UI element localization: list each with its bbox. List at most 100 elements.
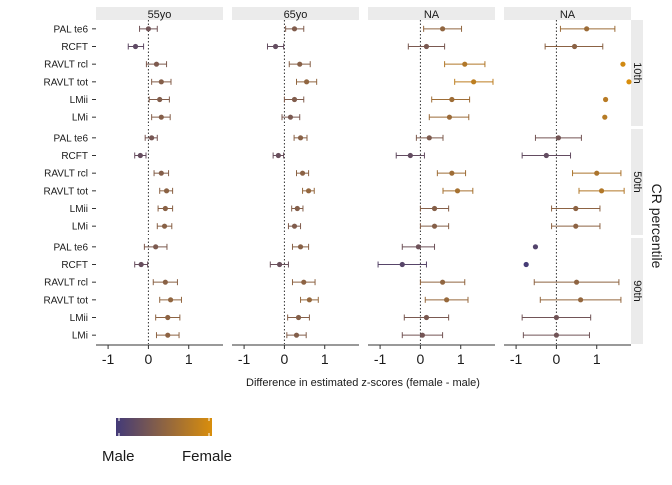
legend-label-female: Female bbox=[182, 448, 232, 465]
estimate-point bbox=[449, 96, 455, 103]
panel bbox=[272, 129, 315, 235]
x-tick-label: 1 bbox=[321, 351, 329, 367]
row-strip-label: 90th bbox=[631, 280, 643, 301]
column-strip bbox=[368, 7, 495, 20]
estimate-point bbox=[573, 279, 580, 285]
x-tick-label: 0 bbox=[417, 351, 425, 367]
estimate-point bbox=[158, 114, 164, 120]
estimate-point bbox=[303, 79, 310, 85]
estimate-point bbox=[598, 188, 605, 194]
estimate-point bbox=[138, 261, 144, 268]
estimate-point bbox=[444, 297, 450, 303]
legend-label-male: Male bbox=[102, 448, 135, 465]
column-strips: 55yo 65yo NA NA bbox=[96, 7, 631, 21]
panel bbox=[266, 20, 318, 126]
estimate-point bbox=[553, 332, 560, 338]
test-label: LMi bbox=[72, 113, 88, 124]
column-strip-label: 55yo bbox=[148, 9, 172, 21]
estimate-point bbox=[157, 96, 163, 103]
estimate-point bbox=[626, 79, 632, 85]
test-label: RAVLT rcl bbox=[44, 278, 88, 289]
estimate-point bbox=[449, 170, 455, 176]
estimate-point bbox=[294, 205, 300, 212]
test-label: RAVLT tot bbox=[44, 186, 89, 197]
estimate-point bbox=[297, 61, 303, 67]
test-label: PAL te6 bbox=[54, 24, 89, 35]
color-legend: Male Female bbox=[102, 418, 232, 465]
estimate-point bbox=[573, 205, 579, 212]
estimate-point bbox=[153, 244, 159, 250]
column-strip-label: NA bbox=[560, 9, 576, 21]
estimate-point bbox=[165, 332, 171, 338]
estimate-point bbox=[620, 61, 626, 67]
x-tick-label: -1 bbox=[102, 351, 115, 367]
x-tick-label: 0 bbox=[145, 351, 153, 367]
estimate-point bbox=[287, 114, 294, 120]
estimate-point bbox=[295, 314, 302, 321]
estimate-point bbox=[272, 43, 279, 50]
test-label: PAL te6 bbox=[54, 133, 89, 144]
test-label: RAVLT rcl bbox=[44, 169, 88, 180]
test-label: RAVLT tot bbox=[44, 77, 89, 88]
test-label: RAVLT tot bbox=[44, 295, 89, 306]
estimate-point bbox=[297, 135, 304, 141]
test-label: LMii bbox=[70, 313, 88, 324]
estimate-point bbox=[161, 223, 168, 229]
estimate-point bbox=[532, 244, 539, 250]
row-strip-label: 10th bbox=[631, 62, 643, 83]
panel bbox=[377, 238, 469, 344]
estimate-point bbox=[162, 279, 168, 285]
test-label: LMi bbox=[72, 331, 88, 342]
row-strip-label: 50th bbox=[631, 171, 643, 192]
estimate-point bbox=[431, 205, 438, 212]
column-strip-label: 65yo bbox=[284, 9, 308, 21]
estimate-point bbox=[454, 188, 461, 194]
panel bbox=[407, 20, 494, 126]
legend-colorbar bbox=[116, 418, 212, 436]
estimate-point bbox=[419, 332, 426, 338]
estimate-point bbox=[523, 261, 529, 268]
x-tick-label: -1 bbox=[510, 351, 523, 367]
estimate-point bbox=[301, 279, 307, 285]
row-strip bbox=[631, 20, 643, 126]
estimate-point bbox=[291, 223, 298, 229]
estimate-point bbox=[167, 297, 174, 303]
x-axes: -1 0 1 -1 0 1 -1 0 1 -1 0 1 bbox=[96, 344, 631, 367]
estimate-point bbox=[462, 61, 468, 67]
estimate-point bbox=[276, 261, 283, 268]
x-tick-label: 0 bbox=[553, 351, 561, 367]
estimate-point bbox=[163, 188, 170, 194]
y-axis-title: CR percentile bbox=[649, 184, 665, 269]
test-label: PAL te6 bbox=[54, 242, 89, 253]
estimate-point bbox=[291, 26, 298, 32]
column-strip-label: NA bbox=[424, 9, 440, 21]
estimate-point bbox=[439, 279, 446, 285]
row-strip bbox=[631, 129, 643, 235]
estimate-point bbox=[446, 114, 453, 120]
estimate-point bbox=[471, 79, 477, 85]
test-labels: PAL te6 RCFT RAVLT rcl RAVLT tot LMii LMi PAL … bbox=[44, 24, 96, 342]
panel bbox=[395, 129, 474, 235]
panel bbox=[521, 238, 622, 344]
estimate-point bbox=[145, 26, 152, 32]
estimate-point bbox=[594, 170, 600, 176]
panel bbox=[134, 238, 182, 344]
estimate-point bbox=[602, 114, 608, 120]
estimate-point bbox=[578, 297, 584, 303]
estimate-point bbox=[431, 223, 438, 229]
x-tick-label: -1 bbox=[374, 351, 387, 367]
chart-panels bbox=[127, 20, 632, 344]
estimate-point bbox=[415, 244, 421, 250]
estimate-point bbox=[293, 332, 300, 338]
estimate-point bbox=[165, 314, 171, 321]
test-label: RCFT bbox=[61, 260, 88, 271]
estimate-point bbox=[555, 135, 562, 141]
column-strip bbox=[96, 7, 223, 20]
estimate-point bbox=[149, 135, 155, 141]
column-strip bbox=[504, 7, 631, 20]
row-strips: 10th 50th 90th bbox=[631, 20, 643, 344]
estimate-point bbox=[299, 170, 306, 176]
test-label: LMii bbox=[70, 204, 88, 215]
estimate-point bbox=[275, 152, 281, 159]
